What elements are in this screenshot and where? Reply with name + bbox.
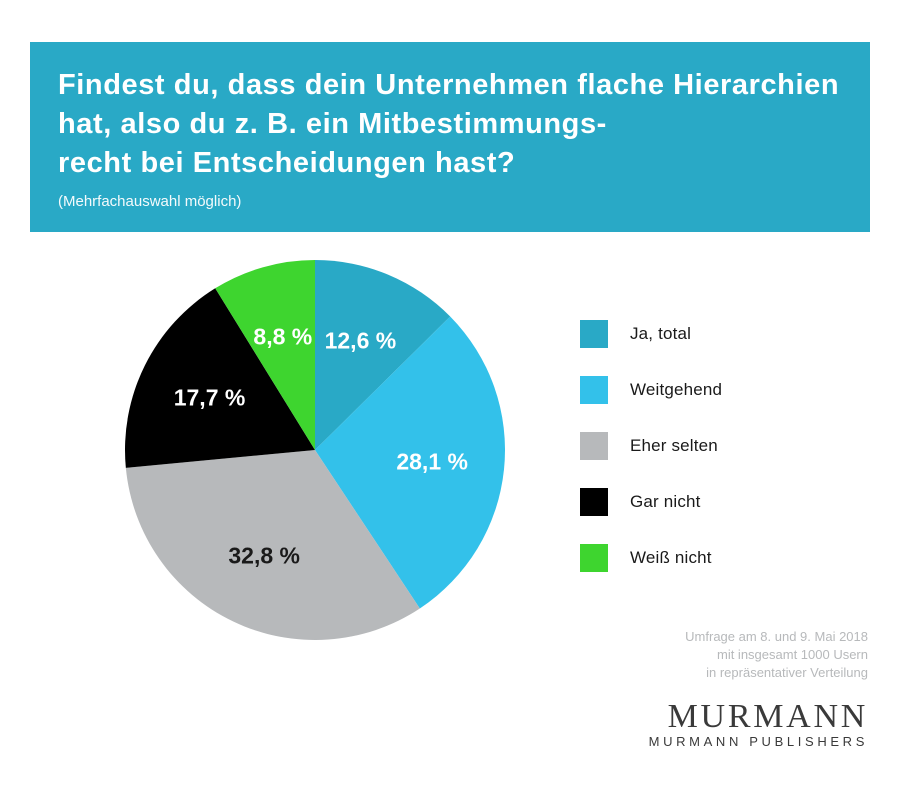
footnote-line: in repräsentativer Verteilung xyxy=(685,664,868,682)
legend-label: Weiß nicht xyxy=(630,548,712,568)
question-header: Findest du, dass dein Unternehmen flache… xyxy=(30,42,870,232)
pie-slice-label: 17,7 % xyxy=(174,384,246,411)
legend-swatch xyxy=(580,544,608,572)
pie-slice-label: 32,8 % xyxy=(228,543,300,570)
legend-swatch xyxy=(580,376,608,404)
legend-label: Eher selten xyxy=(630,436,718,456)
legend-swatch xyxy=(580,488,608,516)
pie-slice-label: 12,6 % xyxy=(325,328,397,355)
publisher-brand: MURMANN MURMANN PUBLISHERS xyxy=(649,698,868,749)
brand-subline: MURMANN PUBLISHERS xyxy=(649,734,868,749)
legend-swatch xyxy=(580,432,608,460)
legend-label: Gar nicht xyxy=(630,492,701,512)
legend-item: Weitgehend xyxy=(580,376,722,404)
survey-footnote: Umfrage am 8. und 9. Mai 2018 mit insges… xyxy=(685,628,868,683)
legend-item: Eher selten xyxy=(580,432,722,460)
legend-label: Weitgehend xyxy=(630,380,722,400)
legend-item: Weiß nicht xyxy=(580,544,722,572)
brand-wordmark: MURMANN xyxy=(649,698,868,736)
footnote-line: Umfrage am 8. und 9. Mai 2018 xyxy=(685,628,868,646)
legend: Ja, total Weitgehend Eher selten Gar nicht W… xyxy=(580,320,722,600)
legend-swatch xyxy=(580,320,608,348)
legend-item: Ja, total xyxy=(580,320,722,348)
legend-item: Gar nicht xyxy=(580,488,722,516)
pie-chart: 12,6 % 28,1 % 32,8 % 17,7 % 8,8 % xyxy=(105,240,525,660)
question-subtitle: (Mehrfachauswahl möglich) xyxy=(58,193,842,210)
legend-label: Ja, total xyxy=(630,324,691,344)
question-title: Findest du, dass dein Unternehmen flache… xyxy=(58,66,842,183)
pie-slice-label: 28,1 % xyxy=(396,449,468,476)
footnote-line: mit insgesamt 1000 Usern xyxy=(685,646,868,664)
infographic-canvas: Findest du, dass dein Unternehmen flache… xyxy=(0,0,900,787)
pie-slice-label: 8,8 % xyxy=(253,323,312,350)
